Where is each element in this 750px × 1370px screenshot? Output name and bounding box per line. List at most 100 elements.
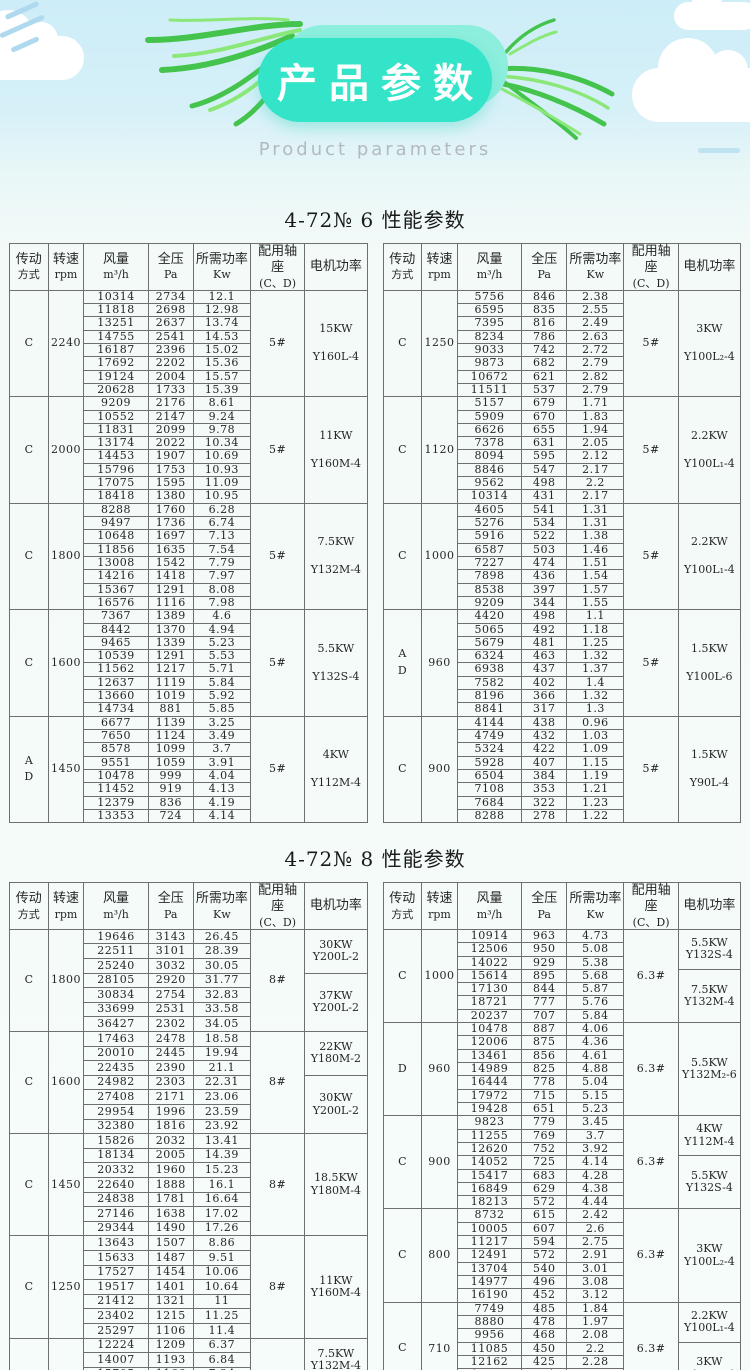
column-header: 配用轴座 (C、D) [249,243,306,291]
total-pressure-cell: 2202 [147,356,194,371]
total-pressure-cell: 1124 [147,728,194,744]
required-power-cell: 1.84 [566,1301,625,1316]
section: 4-72№ 6 性能参数 传动 方式 转速 rpm 风量 m³/h 全压 Pa 所需功率 Kw 配用轴… [0,204,750,824]
air-volume-cell: 7395 [456,316,523,331]
required-power-cell: 1.54 [566,569,625,584]
table-row: 17075 1595 11.09 [10,476,368,491]
air-volume-cell: 14734 [83,702,149,717]
table-row: A D 1450 6677 1139 3.25 5# 4KW Y112M-4 [9,715,368,824]
total-pressure-cell: 1380 [147,489,194,504]
air-volume-cell: 24982 [83,1074,149,1091]
total-pressure-cell: 778 [521,1075,568,1090]
rpm-cell: 900 [421,1115,458,1210]
table-row: 5928 407 1.15 [383,755,741,770]
rpm-cell: 710 [421,1301,458,1370]
total-pressure-cell: 1139 [147,715,194,731]
air-volume-cell: 20628 [83,382,149,398]
required-power-cell: 5.68 [566,968,625,984]
rpm-cell: 2000 [47,396,85,504]
air-volume-cell: 27146 [83,1206,149,1222]
rpm-cell: 1600 [47,1031,85,1135]
air-volume-cell: 6587 [456,542,523,557]
total-pressure-cell: 344 [521,595,568,611]
total-pressure-cell: 366 [521,689,568,704]
table-row: 12006 875 4.36 [383,1035,741,1050]
required-power-cell: 2.17 [566,462,625,478]
total-pressure-cell: 2478 [147,1031,194,1047]
table-row: 5909 670 1.83 [383,409,741,424]
air-volume-cell: 8538 [456,582,523,597]
required-power-cell: 4.61 [566,1048,625,1064]
total-pressure-cell: 437 [521,662,568,677]
required-power-cell: 1.32 [566,649,625,664]
air-volume-cell: 9823 [456,1115,523,1130]
air-volume-cell: 8732 [456,1208,523,1223]
air-volume-cell: 28105 [83,972,149,989]
table-row: 17972 715 5.15 [383,1088,741,1103]
column-header: 所需功率 Kw [566,243,625,291]
table-row: 22511 3101 28.39 [10,943,368,960]
rpm-cell: 1000 [421,502,458,611]
air-volume-cell: 5909 [456,409,523,424]
table-row: 23402 1215 11.25 [10,1308,368,1324]
required-power-cell: 3.45 [566,1115,625,1130]
required-power-cell: 4.73 [566,928,625,944]
air-volume-cell: 5276 [456,515,523,531]
table-row: 5916 522 1.38 [383,529,741,544]
required-power-cell: 1.55 [566,595,625,611]
required-power-cell: 2.42 [566,1208,625,1223]
required-power-cell: 11.25 [192,1308,251,1324]
column-header: 传动 方式 [9,882,49,930]
total-pressure-cell: 594 [521,1235,568,1250]
column-header: 电机功率 [677,882,742,930]
required-power-cell: 2.28 [566,1354,625,1370]
title-banner: 产品参数 [258,38,492,122]
rpm-cell: 960 [421,1022,458,1117]
required-power-cell: 11.4 [192,1322,251,1339]
motor-power-cell: 2.2KW Y100L₁-4 [677,502,742,611]
total-pressure-cell: 651 [521,1101,568,1117]
drive-mode-cell: C [382,1301,423,1370]
required-power-cell: 4.04 [192,768,251,784]
rpm-cell: 1120 [421,396,458,504]
header-row: 传动 方式 转速 rpm 风量 m³/h 全压 Pa 所需功率 Kw 配用轴座 (C、D) 电机功率 [382,882,742,930]
air-volume-cell: 32380 [83,1118,149,1135]
total-pressure-cell: 1960 [147,1162,194,1178]
air-volume-cell: 6504 [456,768,523,784]
column-header: 转速 rpm [421,243,458,291]
required-power-cell: 1.19 [566,768,625,784]
air-volume-cell: 20237 [456,1008,523,1024]
air-volume-cell: 10314 [83,289,149,305]
table-row: 1570511667.24 [10,1366,368,1370]
table-row: 10314 431 2.17 [383,489,741,504]
table-row: C 1600 7367 1389 4.6 5# 5.5KW Y132S-4 [9,609,368,717]
total-pressure-cell: 1996 [147,1104,194,1120]
air-volume-cell: 11818 [83,302,149,318]
total-pressure-cell: 724 [147,808,194,824]
air-volume-cell: 4605 [456,502,523,518]
table-row: 5324 422 1.09 [383,742,741,757]
required-power-cell: 23.06 [192,1089,251,1105]
required-power-cell: 0.96 [566,715,625,731]
column-header: 配用轴座 (C、D) [623,882,679,930]
air-volume-cell: 33699 [83,1001,149,1018]
total-pressure-cell: 846 [521,289,568,305]
total-pressure-cell: 407 [521,755,568,770]
total-pressure-cell: 450 [521,1341,568,1356]
required-power-cell: 2.12 [566,449,625,464]
total-pressure-cell: 468 [521,1328,568,1343]
air-volume-cell: 14022 [456,955,523,970]
required-power-cell: 2.82 [566,369,625,384]
required-power-cell: 5.53 [192,649,251,664]
total-pressure-cell: 1733 [147,382,194,398]
rpm-cell: 800 [421,1208,458,1303]
bearing-seat-cell: 5# [249,289,306,398]
total-pressure-cell: 631 [521,436,568,451]
air-volume-cell: 12620 [456,1141,523,1157]
required-power-cell: 10.06 [192,1264,251,1281]
required-power-cell: 7.98 [192,595,251,611]
table-row: C 1600 17463 2478 18.58 8# 22KW Y180M-2 [9,1031,368,1135]
required-power-cell: 13.41 [192,1133,251,1149]
table-row: 5065 492 1.18 [383,622,741,637]
total-pressure-cell: 498 [521,476,568,491]
